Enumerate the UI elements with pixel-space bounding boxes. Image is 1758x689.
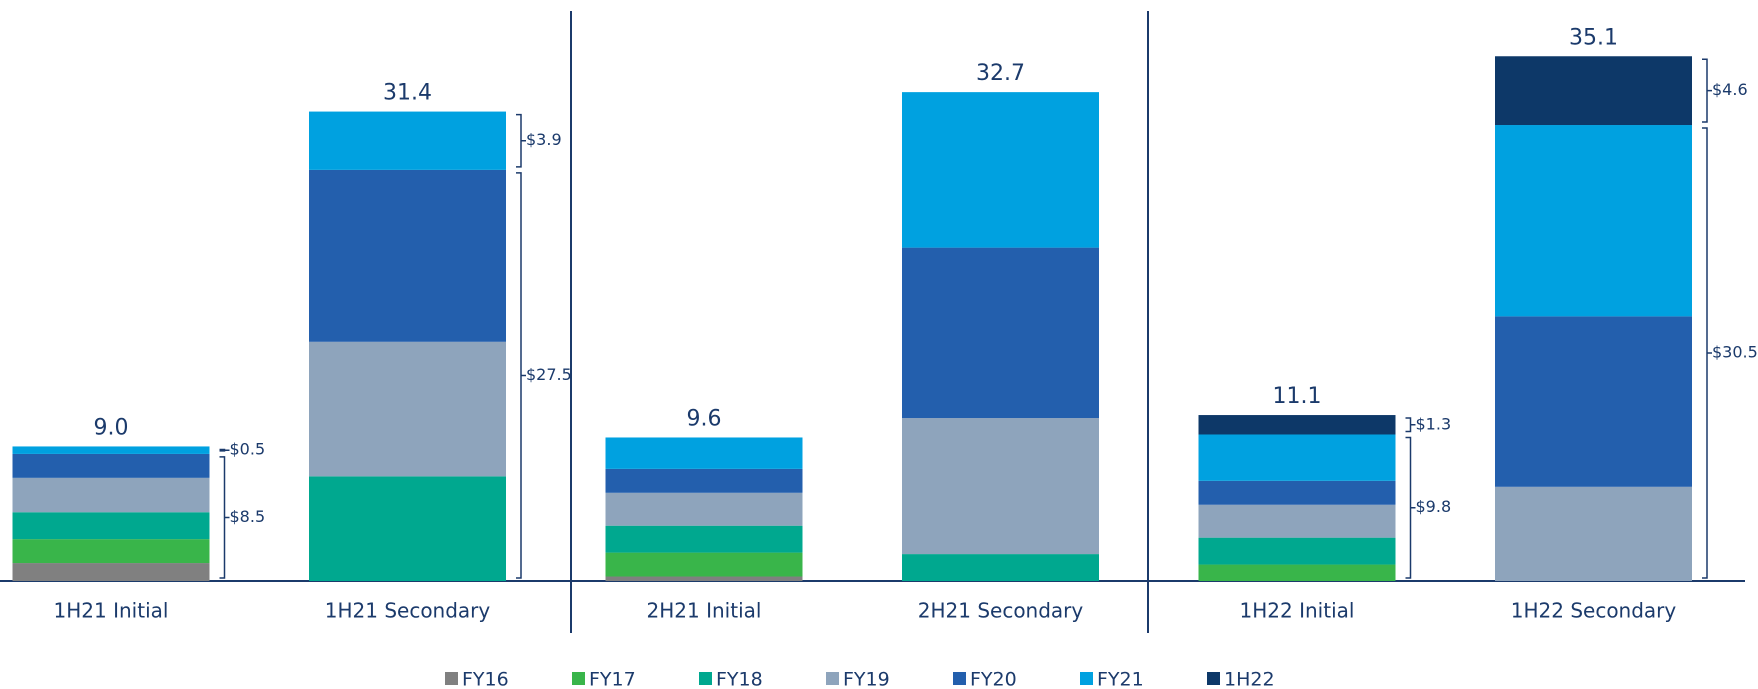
bracket <box>1405 417 1416 433</box>
bracket-label: $4.6 <box>1712 80 1748 99</box>
bar-segment <box>902 418 1099 555</box>
x-tick-label: 1H22 Secondary <box>1511 599 1677 623</box>
bracket <box>219 456 230 579</box>
x-tick-label: 2H21 Secondary <box>918 599 1084 623</box>
x-tick-label: 2H21 Initial <box>647 599 762 623</box>
bracket-label: $1.3 <box>1416 414 1452 433</box>
bar-segment <box>1198 415 1396 435</box>
bar-segment <box>1495 316 1692 487</box>
total-label: 11.1 <box>1273 384 1322 409</box>
bar-segment <box>902 92 1099 248</box>
bar-segment <box>1198 564 1396 581</box>
bar-segment <box>309 341 506 477</box>
legend-label: FY17 <box>589 669 636 689</box>
bar-segment <box>605 525 803 553</box>
bar-segment <box>605 576 803 581</box>
bracket-label: $3.9 <box>526 130 562 149</box>
bar-segment <box>12 539 210 564</box>
total-label: 31.4 <box>383 81 432 106</box>
legend-swatch <box>1207 672 1220 685</box>
x-tick-label: 1H21 Initial <box>54 599 169 623</box>
total-label: 9.0 <box>94 415 129 440</box>
bar-segment <box>309 476 506 581</box>
legend-label: FY21 <box>1097 669 1144 689</box>
bar-segment <box>1198 537 1396 565</box>
legend-label: FY18 <box>716 669 763 689</box>
legend-label: 1H22 <box>1224 669 1275 689</box>
legend-label: FY19 <box>843 669 890 689</box>
legend-swatch <box>826 672 839 685</box>
bar-segment <box>605 492 803 526</box>
bar-segment <box>605 437 803 469</box>
bar-segment <box>1198 504 1396 538</box>
bar-segment <box>12 446 210 454</box>
total-label: 32.7 <box>976 61 1025 86</box>
bar-segment <box>605 468 803 493</box>
bar-segment <box>1495 56 1692 126</box>
bar-segment <box>902 554 1099 581</box>
bracket <box>1405 436 1416 579</box>
bracket <box>516 172 526 579</box>
legend-swatch <box>445 672 458 685</box>
bar-segment <box>605 552 803 577</box>
bar-segment <box>12 477 210 513</box>
bar-segment <box>1198 480 1396 505</box>
bar-segment <box>309 111 506 170</box>
legend-swatch <box>699 672 712 685</box>
bracket-label: $8.5 <box>230 507 266 526</box>
bar-segment <box>12 512 210 540</box>
bar-segment <box>12 453 210 478</box>
x-tick-label: 1H21 Secondary <box>325 599 491 623</box>
total-label: 35.1 <box>1569 25 1618 50</box>
bracket <box>516 113 526 168</box>
bracket-label: $30.5 <box>1712 343 1758 362</box>
bracket-label: $0.5 <box>230 440 266 459</box>
bar-segment <box>902 247 1099 419</box>
total-label: 9.6 <box>687 406 722 431</box>
bracket <box>1702 58 1712 123</box>
bracket-label: $27.5 <box>526 365 572 384</box>
bracket <box>219 448 230 452</box>
bar-segment <box>309 169 506 342</box>
legend-label: FY20 <box>970 669 1017 689</box>
bar-segment <box>1198 434 1396 481</box>
legend-swatch <box>953 672 966 685</box>
bar-segment <box>1495 125 1692 317</box>
bar-segment <box>12 563 210 581</box>
bracket <box>1702 127 1712 579</box>
legend-swatch <box>572 672 585 685</box>
legend-label: FY16 <box>462 669 509 689</box>
x-tick-label: 1H22 Initial <box>1240 599 1355 623</box>
bracket-label: $9.8 <box>1416 497 1452 516</box>
legend-swatch <box>1080 672 1093 685</box>
bar-segment <box>1495 486 1692 581</box>
